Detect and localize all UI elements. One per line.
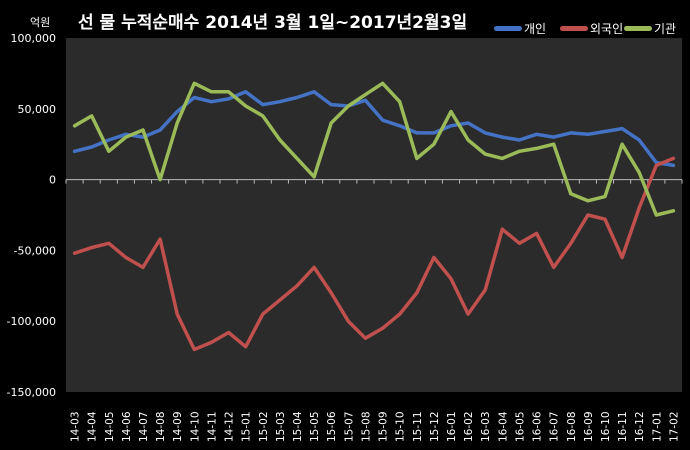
x-tick-label: 16-01 (446, 411, 458, 442)
legend-label: 개인 (524, 22, 547, 36)
series-line-1 (72, 156, 676, 352)
y-tick-label: 100,000 (11, 32, 57, 45)
y-tick-label: 50,000 (18, 103, 57, 116)
y-tick-label: -50,000 (14, 244, 56, 257)
x-tick-label: 15-10 (395, 411, 407, 442)
chart-title: 선 물 누적순매수 2014년 3월 1일~2017년2월3일 (78, 13, 468, 33)
x-tick-label: 16-04 (497, 411, 509, 442)
x-tick-label: 15-12 (429, 411, 441, 442)
legend-item: 기관 (624, 20, 676, 37)
x-tick-label: 14-12 (224, 411, 236, 442)
y-tick-label: -100,000 (7, 315, 56, 328)
legend-item: 개인 (494, 20, 546, 37)
x-tick-label: 14-11 (206, 411, 218, 442)
series-line-0 (72, 90, 676, 168)
x-tick-label: 14-06 (121, 411, 133, 442)
x-tick-label: 14-08 (155, 411, 167, 442)
x-tick-label: 16-11 (617, 411, 629, 442)
x-tick-label: 16-09 (583, 411, 595, 442)
x-tick-label: 14-05 (104, 411, 116, 442)
x-tick-label: 16-07 (549, 411, 561, 442)
x-tick-label: 15-03 (275, 411, 287, 442)
x-tick-label: 15-04 (292, 411, 304, 442)
x-tick-label: 14-03 (70, 411, 82, 442)
y-tick-label: -150,000 (7, 386, 56, 399)
x-tick-label: 14-07 (138, 411, 150, 442)
x-tick-label: 17-01 (651, 411, 663, 442)
x-tick-label: 16-08 (566, 411, 578, 442)
x-tick-label: 15-07 (343, 411, 355, 442)
x-tick-label: 15-05 (309, 411, 321, 442)
x-tick-label: 15-06 (326, 411, 338, 442)
x-tick-label: 16-12 (634, 411, 646, 442)
y-tick-label: 0 (49, 174, 56, 187)
legend-swatch (624, 26, 652, 31)
x-tick-label: 15-02 (258, 411, 270, 442)
x-tick-label: 17-02 (668, 411, 680, 442)
x-tick-label: 16-03 (480, 411, 492, 442)
x-tick-label: 15-01 (241, 411, 253, 442)
legend-item: 외국인 (560, 20, 623, 37)
x-tick-label: 16-02 (463, 411, 475, 442)
x-tick-label: 16-10 (600, 411, 612, 442)
y-unit-label: 억원 (30, 16, 51, 29)
x-tick-label: 14-04 (87, 411, 99, 442)
legend-label: 외국인 (590, 22, 624, 36)
x-tick-label: 15-09 (378, 411, 390, 442)
legend-label: 기관 (654, 22, 677, 36)
x-tick-label: 16-06 (532, 411, 544, 442)
x-tick-label: 14-09 (172, 411, 184, 442)
legend-swatch (494, 26, 522, 31)
x-tick-label: 16-05 (514, 411, 526, 442)
x-tick-label: 15-08 (360, 411, 372, 442)
series-line-2 (72, 81, 676, 217)
legend-swatch (560, 26, 588, 31)
x-tick-label: 15-11 (412, 411, 424, 442)
x-tick-label: 14-10 (189, 411, 201, 442)
